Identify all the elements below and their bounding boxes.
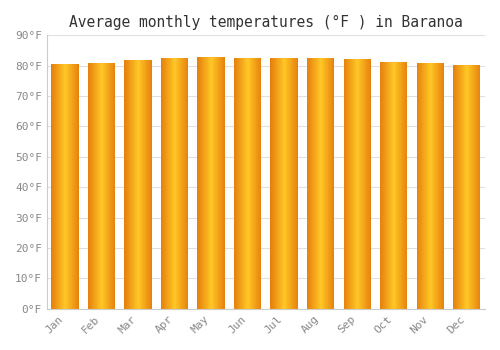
- Title: Average monthly temperatures (°F ) in Baranoa: Average monthly temperatures (°F ) in Ba…: [69, 15, 463, 30]
